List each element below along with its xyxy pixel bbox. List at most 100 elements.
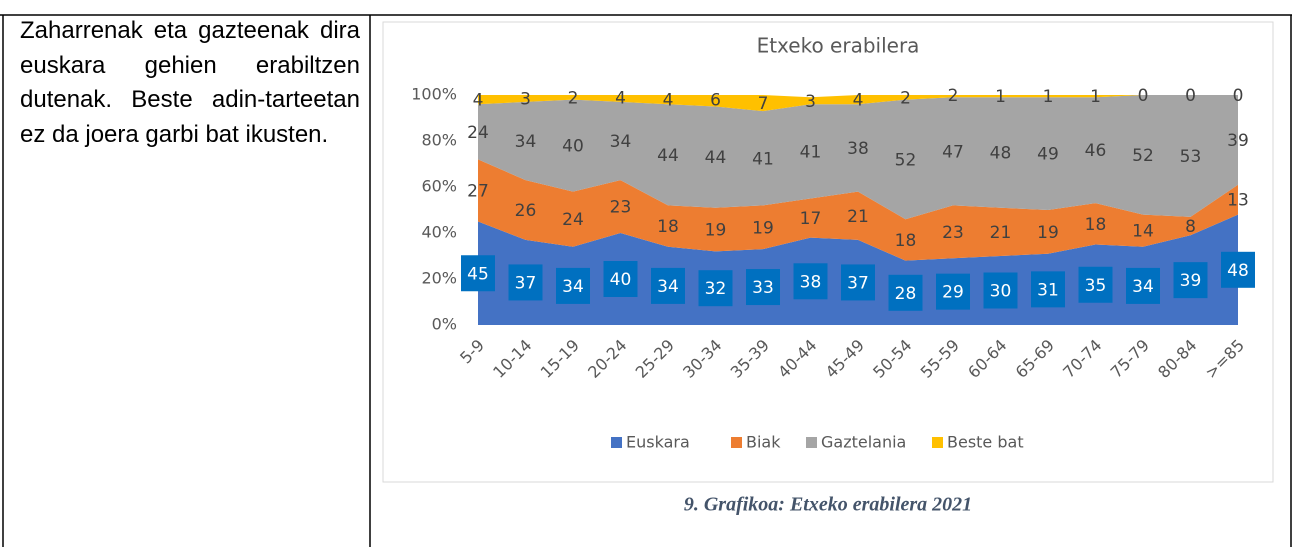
data-label: 53 [1180, 147, 1202, 167]
data-label: 34 [1132, 277, 1154, 297]
label-box [508, 264, 543, 301]
data-label: 31 [1037, 280, 1059, 300]
data-label: 41 [800, 142, 822, 162]
data-label: 14 [1132, 222, 1154, 242]
data-label: 47 [942, 142, 964, 162]
label-box [651, 267, 685, 304]
legend-swatch [806, 437, 817, 448]
data-label: 38 [847, 139, 869, 159]
data-label: 2 [568, 88, 579, 108]
data-label: 7 [758, 94, 769, 114]
area [478, 95, 1238, 112]
label-box [936, 273, 970, 310]
label-box [1031, 271, 1065, 308]
data-label: 2 [948, 86, 959, 106]
cell-text: Zaharrenak eta gazteenak dira euskara ge… [20, 17, 360, 148]
legend-swatch [611, 437, 622, 448]
data-label: 35 [1085, 276, 1107, 296]
data-label: 52 [895, 150, 917, 170]
data-label: 18 [895, 231, 917, 251]
label-box [841, 264, 875, 301]
data-label: 27 [467, 181, 489, 201]
legend-label: Euskara [626, 433, 690, 452]
legend-label: Gaztelania [821, 433, 906, 452]
data-label: 34 [515, 132, 537, 152]
data-label: 34 [562, 277, 584, 297]
data-label: 0 [1138, 86, 1149, 106]
data-label: 34 [610, 132, 632, 152]
area [478, 95, 1238, 220]
data-label: 40 [562, 137, 584, 157]
data-label: 26 [515, 201, 537, 221]
data-label: 3 [520, 89, 531, 109]
label-box [1221, 251, 1255, 288]
label-box [793, 263, 828, 300]
area [478, 159, 1238, 261]
legend-swatch [932, 437, 943, 448]
data-label: 19 [705, 221, 727, 241]
data-label: 1 [1090, 87, 1101, 107]
data-label: 37 [515, 273, 537, 293]
data-label: 24 [562, 210, 584, 230]
y-tick-label: 100% [411, 85, 457, 104]
data-label: 13 [1227, 191, 1249, 211]
label-box [1126, 267, 1160, 304]
data-label: 40 [610, 270, 632, 290]
data-label: 32 [705, 279, 727, 299]
data-label: 52 [1132, 146, 1154, 166]
label-box [603, 261, 638, 297]
data-label: 37 [847, 273, 869, 293]
data-label: 1 [1043, 87, 1054, 107]
data-label: 41 [752, 149, 774, 169]
data-label: 0 [1233, 86, 1244, 106]
data-label: 18 [1085, 215, 1107, 235]
data-label: 28 [895, 284, 917, 304]
data-label: 45 [467, 264, 489, 284]
caption: 9. Grafikoa: Etxeko erabilera 2021 [684, 494, 972, 516]
data-label: 23 [942, 223, 964, 243]
data-label: 3 [805, 92, 816, 112]
label-box [1173, 262, 1208, 299]
y-tick-label: 40% [421, 223, 457, 242]
data-label: 46 [1085, 141, 1107, 161]
data-label: 24 [467, 123, 489, 143]
label-box [746, 269, 780, 306]
chart-title: Etxeko erabilera [757, 34, 920, 58]
data-label: 34 [657, 277, 679, 297]
legend-label: Beste bat [947, 433, 1024, 452]
data-label: 0 [1185, 86, 1196, 106]
label-box [556, 267, 590, 304]
y-tick-label: 60% [421, 177, 457, 196]
data-label: 49 [1037, 145, 1059, 165]
data-label: 44 [705, 148, 727, 168]
data-label: 19 [752, 218, 774, 238]
data-label: 39 [1227, 131, 1249, 151]
data-label: 44 [657, 146, 679, 166]
data-label: 1 [995, 87, 1006, 107]
data-label: 48 [990, 144, 1012, 164]
data-label: 33 [752, 278, 774, 298]
data-label: 23 [610, 198, 632, 218]
label-box [888, 274, 923, 311]
data-label: 4 [663, 91, 674, 111]
data-label: 4 [615, 88, 626, 108]
y-tick-label: 20% [421, 269, 457, 288]
data-label: 21 [990, 223, 1012, 243]
data-label: 8 [1185, 217, 1196, 237]
data-label: 17 [800, 209, 822, 229]
y-tick-label: 0% [432, 315, 457, 334]
data-label: 38 [800, 272, 822, 292]
legend-label: Biak [746, 433, 781, 452]
data-label: 2 [900, 88, 911, 108]
data-label: 21 [847, 207, 869, 227]
label-box [1078, 266, 1113, 303]
label-box [983, 272, 1018, 309]
data-label: 18 [657, 217, 679, 237]
data-label: 4 [853, 91, 864, 111]
label-box [698, 270, 733, 307]
data-label: 29 [942, 283, 964, 303]
data-label: 4 [473, 91, 484, 111]
label-box [461, 255, 495, 292]
